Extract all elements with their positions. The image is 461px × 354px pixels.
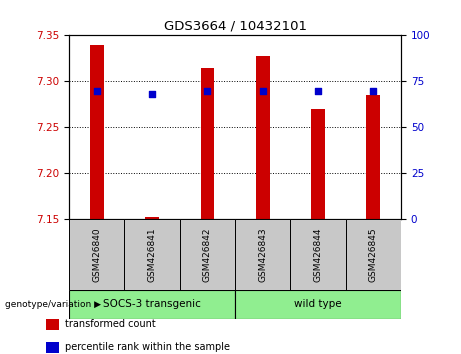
Point (259, 88, 266, 93)
Text: percentile rank within the sample: percentile rank within the sample (65, 342, 230, 353)
Bar (346, 219, 401, 290)
Bar (235, 219, 290, 290)
Text: GSM426843: GSM426843 (258, 228, 267, 282)
Bar (201, 68, 214, 219)
Text: GSM426842: GSM426842 (203, 228, 212, 282)
Bar (235, 290, 401, 319)
Bar (366, 95, 380, 219)
Bar (145, 217, 159, 219)
Text: wild type: wild type (294, 299, 342, 309)
Text: SOCS-3 transgenic: SOCS-3 transgenic (103, 299, 201, 309)
Text: GSM426844: GSM426844 (313, 228, 323, 282)
Text: genotype/variation ▶: genotype/variation ▶ (5, 300, 100, 309)
Bar (290, 219, 346, 290)
Bar (90, 45, 104, 219)
Text: GSM426840: GSM426840 (92, 228, 101, 282)
Bar (311, 109, 325, 219)
Point (314, 88, 322, 93)
Bar (180, 219, 235, 290)
Bar (69, 290, 235, 319)
Bar (69, 219, 124, 290)
Bar (124, 219, 180, 290)
Point (93, 88, 100, 93)
Text: GSM426841: GSM426841 (148, 228, 157, 282)
Text: transformed count: transformed count (65, 319, 156, 330)
Text: GSM426845: GSM426845 (369, 228, 378, 282)
Bar (46, 342, 59, 353)
Point (204, 88, 211, 93)
Bar (256, 56, 270, 219)
Point (370, 88, 377, 93)
Title: GDS3664 / 10432101: GDS3664 / 10432101 (164, 20, 307, 33)
Point (148, 91, 156, 97)
Bar (46, 319, 59, 330)
